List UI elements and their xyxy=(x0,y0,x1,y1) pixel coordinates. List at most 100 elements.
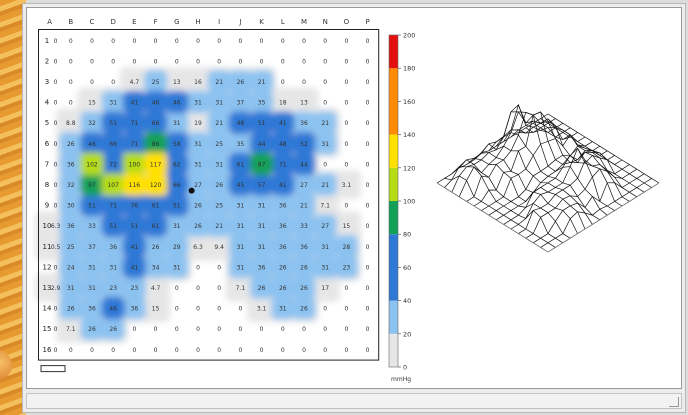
surface-plot xyxy=(436,103,660,253)
contour-cell xyxy=(207,90,231,114)
cell-value: 0 xyxy=(217,326,221,333)
cell-value: 0 xyxy=(54,347,58,354)
cell-value: 0 xyxy=(323,306,327,313)
cursor-marker xyxy=(188,187,195,194)
cell-value: 71 xyxy=(131,141,139,148)
contour-cell xyxy=(313,132,337,155)
contour-cell xyxy=(228,214,252,237)
column-label: G xyxy=(174,18,179,26)
cell-value: 36 xyxy=(67,223,75,230)
cell-value: 3.1 xyxy=(342,182,352,189)
mesh-line xyxy=(481,134,593,211)
status-bar xyxy=(26,393,682,409)
cell-value: 31 xyxy=(194,161,202,168)
contour-cell xyxy=(122,255,146,279)
mesh-line xyxy=(488,132,600,221)
row-label: 16 xyxy=(43,346,52,354)
scale-band xyxy=(389,234,398,301)
contour-cell xyxy=(207,152,231,176)
contour-cell xyxy=(101,296,125,320)
contour-cell xyxy=(80,235,104,258)
cell-value: 0 xyxy=(366,326,370,333)
scale-label: 0 xyxy=(403,364,407,372)
column-label: J xyxy=(238,18,241,26)
contour-cell xyxy=(228,132,252,155)
cell-value: 46 xyxy=(88,141,96,148)
cell-value: 0 xyxy=(323,38,327,45)
cell-value: 0 xyxy=(175,326,179,333)
cell-value: 0 xyxy=(111,58,115,65)
cell-value: 0 xyxy=(366,264,370,271)
mesh-line xyxy=(466,111,578,202)
cell-value: 0 xyxy=(196,58,200,65)
cell-value: 36 xyxy=(300,120,308,127)
cell-value: 0 xyxy=(217,347,221,354)
cell-value: 37 xyxy=(237,100,245,107)
cell-value: 0 xyxy=(238,58,242,65)
scale-label: 160 xyxy=(403,98,415,106)
cell-value: 76 xyxy=(131,203,139,210)
cell-value: 31 xyxy=(258,244,266,251)
cell-value: 51 xyxy=(258,120,266,127)
cell-value: 25 xyxy=(215,141,223,148)
contour-cell xyxy=(313,173,337,196)
mesh-line xyxy=(533,173,645,244)
cell-value: 66 xyxy=(152,120,160,127)
cell-value: 51 xyxy=(131,223,139,230)
contour-cell xyxy=(80,193,104,217)
cell-value: 31 xyxy=(237,203,245,210)
cell-value: 0 xyxy=(260,38,264,45)
application-window: A B C D E F G H I J K L M N O P 1 2 3 4 5 6 7 8 9 10 11 12 13 14 15 16 0… xyxy=(22,3,686,413)
mesh-line xyxy=(451,166,563,244)
row-label: 1 xyxy=(45,37,49,45)
contour-cell xyxy=(186,90,210,114)
cell-value: 0 xyxy=(154,347,158,354)
cell-value: 21 xyxy=(258,79,266,86)
cell-value: 46 xyxy=(152,100,160,107)
cell-value: 25 xyxy=(152,79,160,86)
contour-cell xyxy=(144,70,168,93)
cell-value: 41 xyxy=(279,120,287,127)
contour-cell xyxy=(165,173,189,196)
contour-cell xyxy=(80,214,104,237)
scale-band xyxy=(389,201,398,235)
cell-value: 26 xyxy=(300,306,308,313)
cell-value: 0 xyxy=(238,347,242,354)
scale-label: 20 xyxy=(403,330,411,338)
mesh-line xyxy=(496,150,608,221)
contour-cell xyxy=(334,235,358,258)
scale-label: 140 xyxy=(403,131,415,139)
cell-value: 48 xyxy=(237,120,245,127)
cell-value: 36 xyxy=(258,264,266,271)
contour-cell xyxy=(165,90,189,114)
cell-value: 0 xyxy=(366,182,370,189)
map-handle[interactable] xyxy=(40,365,66,373)
column-label: B xyxy=(68,18,73,26)
cell-value: 21 xyxy=(321,120,329,127)
column-label: E xyxy=(132,18,136,26)
resize-grip[interactable] xyxy=(669,397,679,407)
contour-cell xyxy=(250,173,274,196)
cell-value: 0 xyxy=(175,38,179,45)
cell-value: 0 xyxy=(217,285,221,292)
cell-value: 26 xyxy=(279,285,287,292)
cell-value: 0 xyxy=(54,38,58,45)
contour-cell xyxy=(186,193,210,217)
cell-value: 52 xyxy=(300,141,308,148)
contour-cell xyxy=(207,70,231,93)
cell-value: 4.7 xyxy=(151,285,161,292)
mesh-line xyxy=(547,113,660,184)
contour-cell xyxy=(122,296,146,320)
cell-value: 0 xyxy=(260,326,264,333)
cell-value: 41 xyxy=(131,244,139,251)
contour-cell xyxy=(310,273,340,302)
cell-value: 31 xyxy=(237,264,245,271)
contour-cell xyxy=(141,293,171,323)
cell-value: 2.9 xyxy=(51,285,61,292)
scale-band xyxy=(389,333,398,367)
contour-cell xyxy=(250,132,274,155)
contour-cell xyxy=(331,170,361,199)
contour-cell xyxy=(59,235,83,258)
contour-cell xyxy=(228,90,252,114)
cell-value: 26 xyxy=(258,285,266,292)
